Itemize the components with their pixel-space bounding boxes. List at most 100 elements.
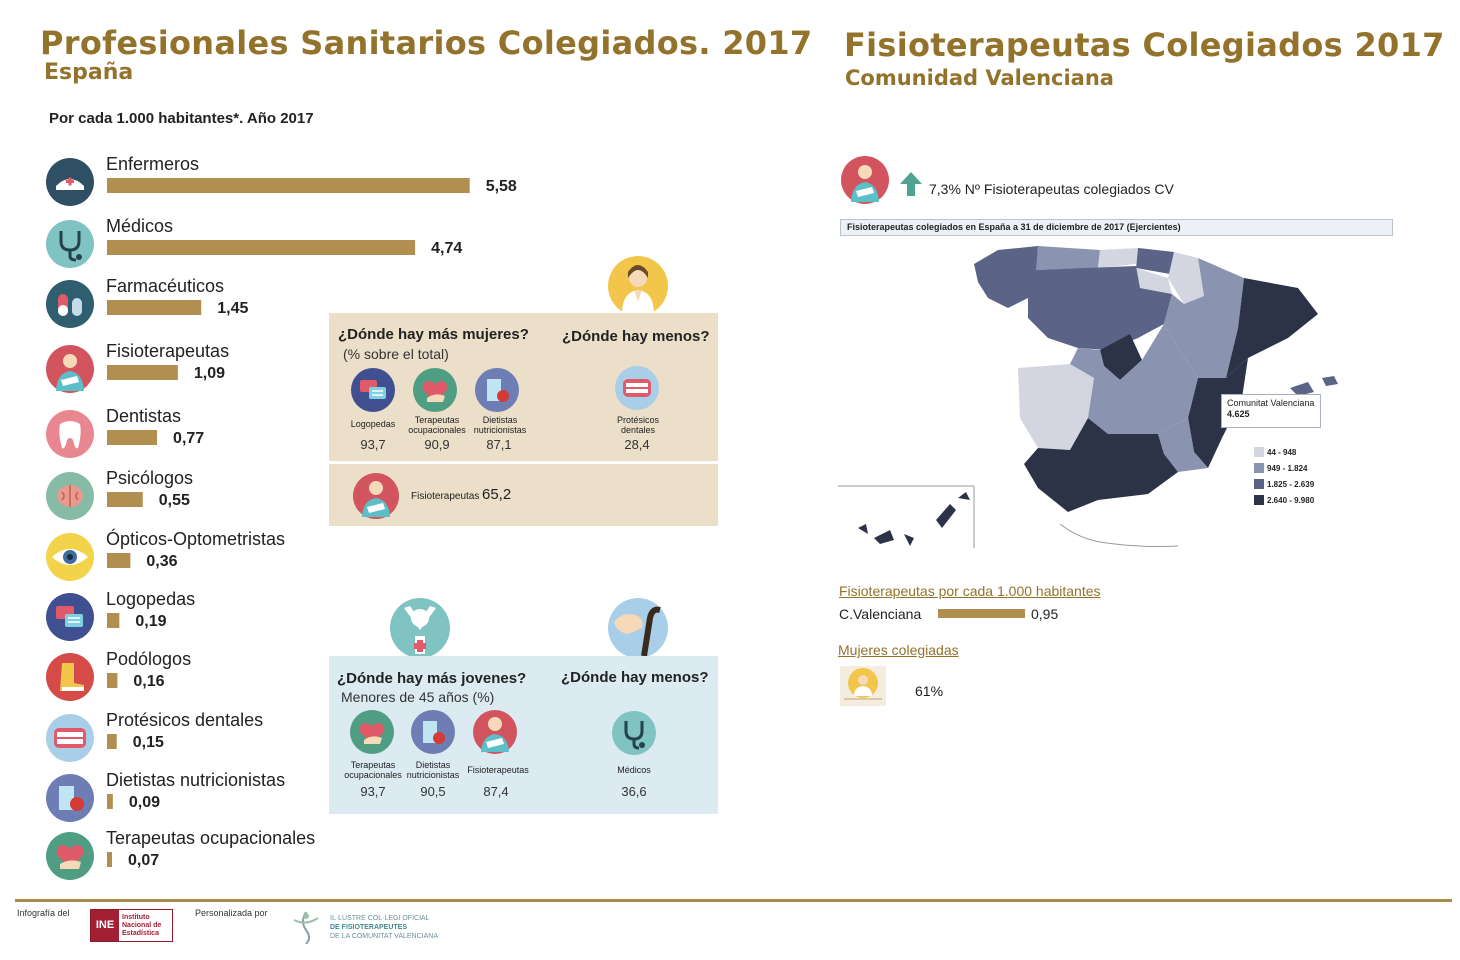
stethoscope-icon [46, 220, 94, 268]
region-pais-vasco [1136, 248, 1174, 274]
bar-value-label: 0,77 [173, 430, 204, 447]
youth-more-value-1: 93,7 [360, 784, 386, 799]
region-castilla-mancha [1070, 324, 1198, 434]
bar-row: Logopedas 0,19 [46, 589, 195, 641]
legend-label: 1.825 - 2.639 [1267, 479, 1315, 489]
right-title: Fisioterapeutas Colegiados 2017 [844, 26, 1445, 64]
bar-category-label: Podólogos [106, 649, 191, 669]
eye-icon [46, 533, 94, 581]
youth-less-label: Médicos [617, 765, 651, 775]
bar-row: Fisioterapeutas 1,09 [46, 341, 229, 393]
bar [107, 492, 143, 507]
heart-hand-icon [413, 368, 457, 412]
legend-swatch [1254, 479, 1264, 489]
women-less-value: 28,4 [624, 437, 650, 452]
foot-icon [46, 653, 94, 701]
legend-item: 44 - 948 [1254, 444, 1344, 460]
bar-row: Farmacéuticos 1,45 [46, 276, 248, 328]
map-tooltip: Comunitat Valenciana 4.625 [1221, 394, 1321, 428]
professionals-bar-chart: Enfermeros 5,58 Médicos 4,74 Farmacéuticos 1,… [46, 154, 517, 880]
women-more-value-3: 87,1 [486, 437, 512, 452]
right-subtitle: Comunidad Valenciana [845, 66, 1114, 90]
female-doctor-icon [840, 666, 886, 706]
growth-text: 7,3% Nº Fisioterapeutas colegiados CV [929, 181, 1174, 197]
tooltip-region: Comunitat Valenciana [1227, 398, 1315, 408]
bar [107, 734, 117, 749]
youth-less-value: 36,6 [621, 784, 647, 799]
legend-item: 2.640 - 9.980 [1254, 492, 1344, 508]
speech-bubbles-icon [351, 368, 395, 412]
region-cantabria [1098, 248, 1138, 268]
women-more-value-1: 93,7 [360, 437, 386, 452]
per-thousand-heading: Fisioterapeutas por cada 1.000 habitante… [839, 583, 1101, 599]
bar-value-label: 0,09 [129, 794, 160, 811]
colegio-line-1: IL·LUSTRE COL·LEGI OFICIAL [330, 915, 430, 922]
youth-question-sub: Menores de 45 años (%) [341, 689, 495, 705]
stethoscope-icon [612, 711, 656, 755]
bar-value-label: 0,07 [128, 852, 159, 869]
region-la-rioja [1136, 268, 1172, 294]
women-more-value-2: 90,9 [424, 437, 450, 452]
bar [107, 178, 470, 193]
map-title: Fisioterapeutas colegiados en España a 3… [840, 219, 1393, 236]
legend-label: 44 - 948 [1267, 447, 1297, 457]
women-value: 61% [915, 683, 944, 699]
region-navarra [1168, 252, 1204, 304]
dentures-icon [46, 714, 94, 762]
bar [107, 613, 120, 628]
physio-icon [473, 710, 517, 754]
bar-value-label: 5,58 [486, 178, 517, 195]
page-title: Profesionales Sanitarios Colegiados. 201… [40, 24, 813, 62]
bar [107, 852, 112, 867]
region-galicia [974, 246, 1038, 308]
bar [107, 794, 113, 809]
bar-category-label: Logopedas [106, 589, 195, 609]
legend-label: 949 - 1.824 [1267, 463, 1308, 473]
cv-label: C.Valenciana [839, 606, 922, 622]
bar [107, 673, 118, 688]
women-more-label-2: Terapeutas ocupacionales [408, 415, 466, 435]
glass-apple-icon [475, 368, 519, 412]
bar-row: Psicólogos 0,55 [46, 468, 193, 520]
region-comunidad-valenciana [1188, 358, 1248, 468]
women-question-less: ¿Dónde hay menos? [562, 328, 710, 345]
legend-item: 949 - 1.824 [1254, 460, 1344, 476]
region-canarias [858, 492, 970, 546]
bar-category-label: Terapeutas ocupacionales [106, 828, 315, 848]
tooltip-value: 4.625 [1227, 409, 1250, 419]
pills-icon [46, 280, 94, 328]
bar-category-label: Dietistas nutricionistas [106, 770, 285, 790]
women-more-label-3: Dietistas nutricionistas [473, 415, 527, 435]
legend-item: 1.825 - 2.639 [1254, 476, 1344, 492]
women-panel: ¿Dónde hay más mujeres? (% sobre el tota… [329, 313, 718, 461]
women-physio-value: 65,2 [482, 486, 512, 503]
bar [107, 300, 202, 315]
bar-row: Dietistas nutricionistas 0,09 [46, 770, 285, 822]
cv-bar [938, 609, 1025, 618]
bar-row: Podólogos 0,16 [46, 649, 191, 701]
bar-value-label: 0,15 [133, 734, 164, 751]
bar [107, 365, 178, 380]
bar-category-label: Protésicos dentales [106, 710, 263, 730]
bar-value-label: 1,09 [194, 365, 225, 382]
page-subtitle: España [44, 60, 134, 85]
physio-icon [841, 156, 889, 204]
ine-line-1: Instituto [122, 913, 150, 921]
bar [107, 430, 158, 445]
spain-choropleth-map [838, 246, 1338, 548]
map-legend: 44 - 948 949 - 1.824 1.825 - 2.639 2.640… [1254, 444, 1344, 508]
cv-value: 0,95 [1031, 606, 1059, 622]
youth-more-label-2: Dietistas nutricionistas [406, 760, 460, 780]
tooth-icon [46, 410, 94, 458]
bar-row: Dentistas 0,77 [46, 406, 204, 458]
youth-panel: ¿Dónde hay más jovenes? Menores de 45 añ… [329, 656, 718, 814]
women-physio-panel: Fisioterapeutas 65,2 [329, 464, 718, 526]
ine-logo-mark: INE [91, 910, 119, 941]
bar-category-label: Ópticos-Optometristas [106, 528, 285, 549]
bar-value-label: 0,19 [135, 613, 166, 630]
bar-row: Médicos 4,74 [46, 216, 462, 268]
youth-figure-icon [390, 598, 450, 658]
region-aragon [1164, 258, 1244, 378]
bar-row: Enfermeros 5,58 [46, 154, 517, 206]
bar-value-label: 4,74 [431, 240, 462, 257]
